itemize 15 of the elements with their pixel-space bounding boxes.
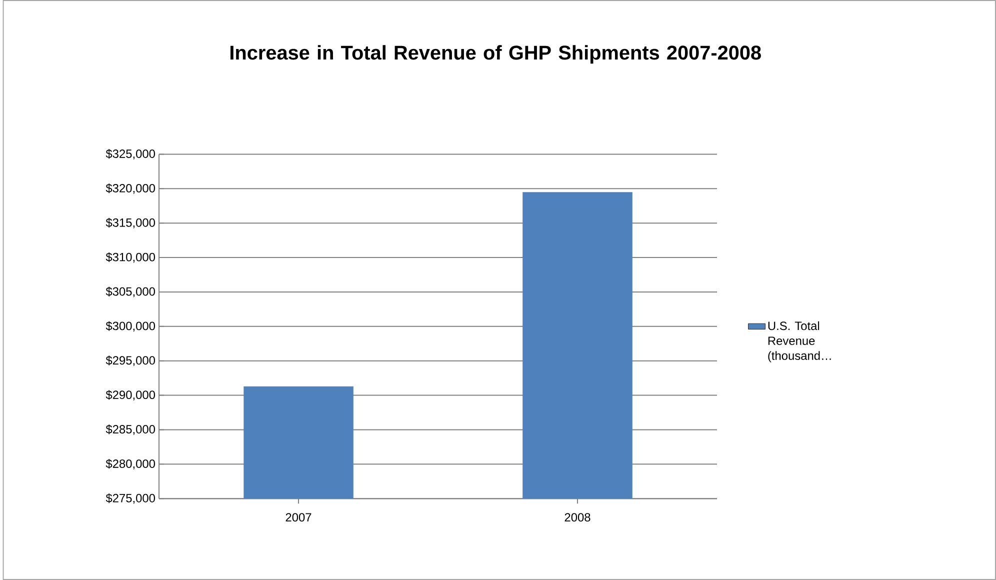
y-tick-label: $280,000 [106,459,156,470]
y-tick-label: $275,000 [106,493,156,504]
y-tick-label: $325,000 [106,149,156,160]
y-tick-label: $315,000 [106,218,156,228]
y-tick-label: $290,000 [106,390,156,400]
x-tick-label: 2007 [286,513,312,522]
y-tick-label: $295,000 [106,356,156,366]
x-tick-label: 2008 [564,513,590,522]
y-tick-label: $305,000 [106,286,156,298]
y-tick-label: $300,000 [106,321,156,332]
legend-label: U.S. Total Revenue (thousand… [768,321,831,362]
y-tick-label: $310,000 [106,252,156,263]
chart-title: Increase in Total Revenue of GHP Shipments 2007-2008 [230,45,761,64]
y-tick-label: $320,000 [106,183,156,194]
y-tick-label: $285,000 [106,424,156,435]
